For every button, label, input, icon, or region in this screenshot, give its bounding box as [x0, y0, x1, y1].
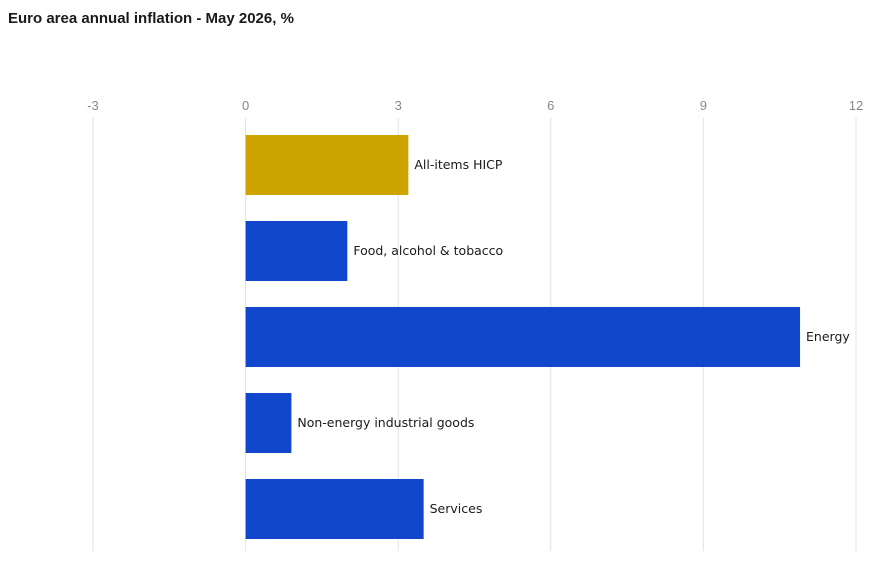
- bar-category-label: Food, alcohol & tobacco: [353, 243, 503, 258]
- bar[interactable]: [245, 393, 292, 453]
- bar[interactable]: [245, 221, 348, 281]
- bar[interactable]: [245, 479, 424, 539]
- bars: [245, 135, 801, 539]
- bar-category-label: Services: [430, 501, 483, 516]
- x-tick-label: 9: [700, 98, 707, 113]
- chart-title: Euro area annual inflation - May 2026, %: [8, 10, 294, 27]
- x-axis-tick-labels: -3 0 3 6 9 12: [87, 98, 863, 113]
- x-tick-label: 6: [547, 98, 554, 113]
- x-tick-label: 0: [242, 98, 249, 113]
- bar-category-label: Non-energy industrial goods: [297, 415, 474, 430]
- bar-labels: All-items HICP Food, alcohol & tobacco Ene…: [297, 157, 850, 516]
- x-tick-label: 12: [849, 98, 863, 113]
- bar-category-label: Energy: [806, 329, 850, 344]
- x-tick-label: 3: [395, 98, 402, 113]
- bar-category-label: All-items HICP: [414, 157, 503, 172]
- bar[interactable]: [245, 135, 409, 195]
- x-tick-label: -3: [87, 98, 99, 113]
- bar[interactable]: [245, 307, 801, 367]
